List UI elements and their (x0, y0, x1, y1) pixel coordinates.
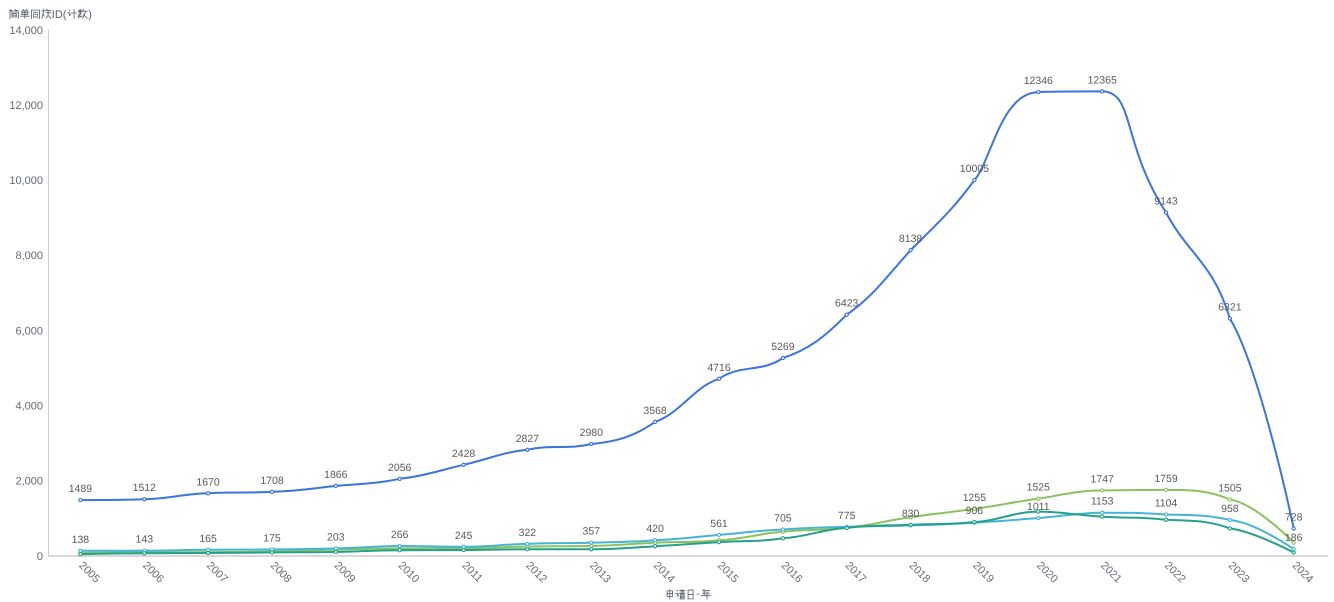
svg-text:1866: 1866 (324, 469, 348, 481)
svg-text:728: 728 (1285, 512, 1303, 524)
svg-text:0: 0 (37, 551, 43, 563)
svg-text:143: 143 (136, 534, 154, 546)
svg-text:3568: 3568 (643, 405, 667, 417)
svg-text:6,000: 6,000 (15, 325, 43, 337)
svg-text:775: 775 (838, 510, 856, 522)
svg-text:245: 245 (455, 530, 473, 542)
svg-text:2428: 2428 (452, 448, 476, 460)
svg-text:186: 186 (1285, 532, 1303, 544)
svg-text:8,000: 8,000 (15, 250, 43, 262)
svg-text:ID(: ID( (52, 9, 67, 21)
svg-text:2827: 2827 (516, 433, 540, 445)
svg-text:5269: 5269 (771, 341, 795, 353)
svg-text:2,000: 2,000 (15, 476, 43, 488)
svg-text:2056: 2056 (388, 462, 412, 474)
svg-text:266: 266 (391, 529, 409, 541)
svg-text:357: 357 (583, 526, 601, 538)
svg-text:-: - (696, 588, 700, 600)
svg-text:1747: 1747 (1091, 473, 1115, 485)
svg-text:830: 830 (902, 508, 920, 520)
svg-text:6423: 6423 (835, 298, 859, 310)
svg-text:10,000: 10,000 (9, 175, 43, 187)
svg-text:165: 165 (199, 533, 217, 545)
svg-text:1489: 1489 (69, 483, 93, 495)
svg-text:9143: 9143 (1154, 196, 1178, 208)
svg-text:1512: 1512 (133, 482, 157, 494)
svg-text:1153: 1153 (1091, 496, 1114, 508)
svg-text:561: 561 (710, 518, 728, 530)
svg-text:420: 420 (646, 523, 664, 535)
svg-text:175: 175 (263, 532, 281, 544)
svg-text:1670: 1670 (196, 476, 220, 488)
svg-text:1505: 1505 (1218, 483, 1242, 495)
svg-text:10005: 10005 (960, 163, 989, 175)
svg-text:4,000: 4,000 (15, 401, 43, 413)
svg-text:906: 906 (966, 505, 984, 517)
svg-text:1708: 1708 (260, 475, 284, 487)
svg-text:705: 705 (774, 513, 792, 525)
svg-text:): ) (88, 9, 92, 21)
svg-text:1255: 1255 (963, 492, 987, 504)
svg-text:14,000: 14,000 (9, 25, 43, 37)
svg-text:1104: 1104 (1155, 498, 1178, 510)
svg-text:12365: 12365 (1088, 74, 1117, 86)
svg-text:958: 958 (1221, 503, 1239, 515)
svg-text:2980: 2980 (580, 427, 604, 439)
svg-text:6321: 6321 (1218, 302, 1242, 314)
svg-text:8138: 8138 (899, 233, 923, 245)
svg-text:1525: 1525 (1027, 482, 1051, 494)
svg-text:4716: 4716 (707, 362, 731, 374)
svg-text:1759: 1759 (1154, 473, 1178, 485)
svg-text:1011: 1011 (1027, 501, 1050, 513)
svg-text:138: 138 (72, 534, 90, 546)
svg-text:12,000: 12,000 (9, 100, 43, 112)
svg-text:12346: 12346 (1024, 75, 1053, 87)
svg-text:203: 203 (327, 531, 345, 543)
svg-text:322: 322 (519, 527, 537, 539)
